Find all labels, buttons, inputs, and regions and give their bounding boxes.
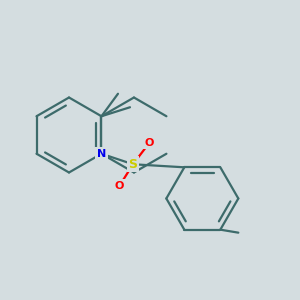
Text: O: O [115, 181, 124, 191]
Text: O: O [145, 138, 154, 148]
Text: S: S [128, 158, 137, 171]
Text: N: N [97, 149, 106, 159]
